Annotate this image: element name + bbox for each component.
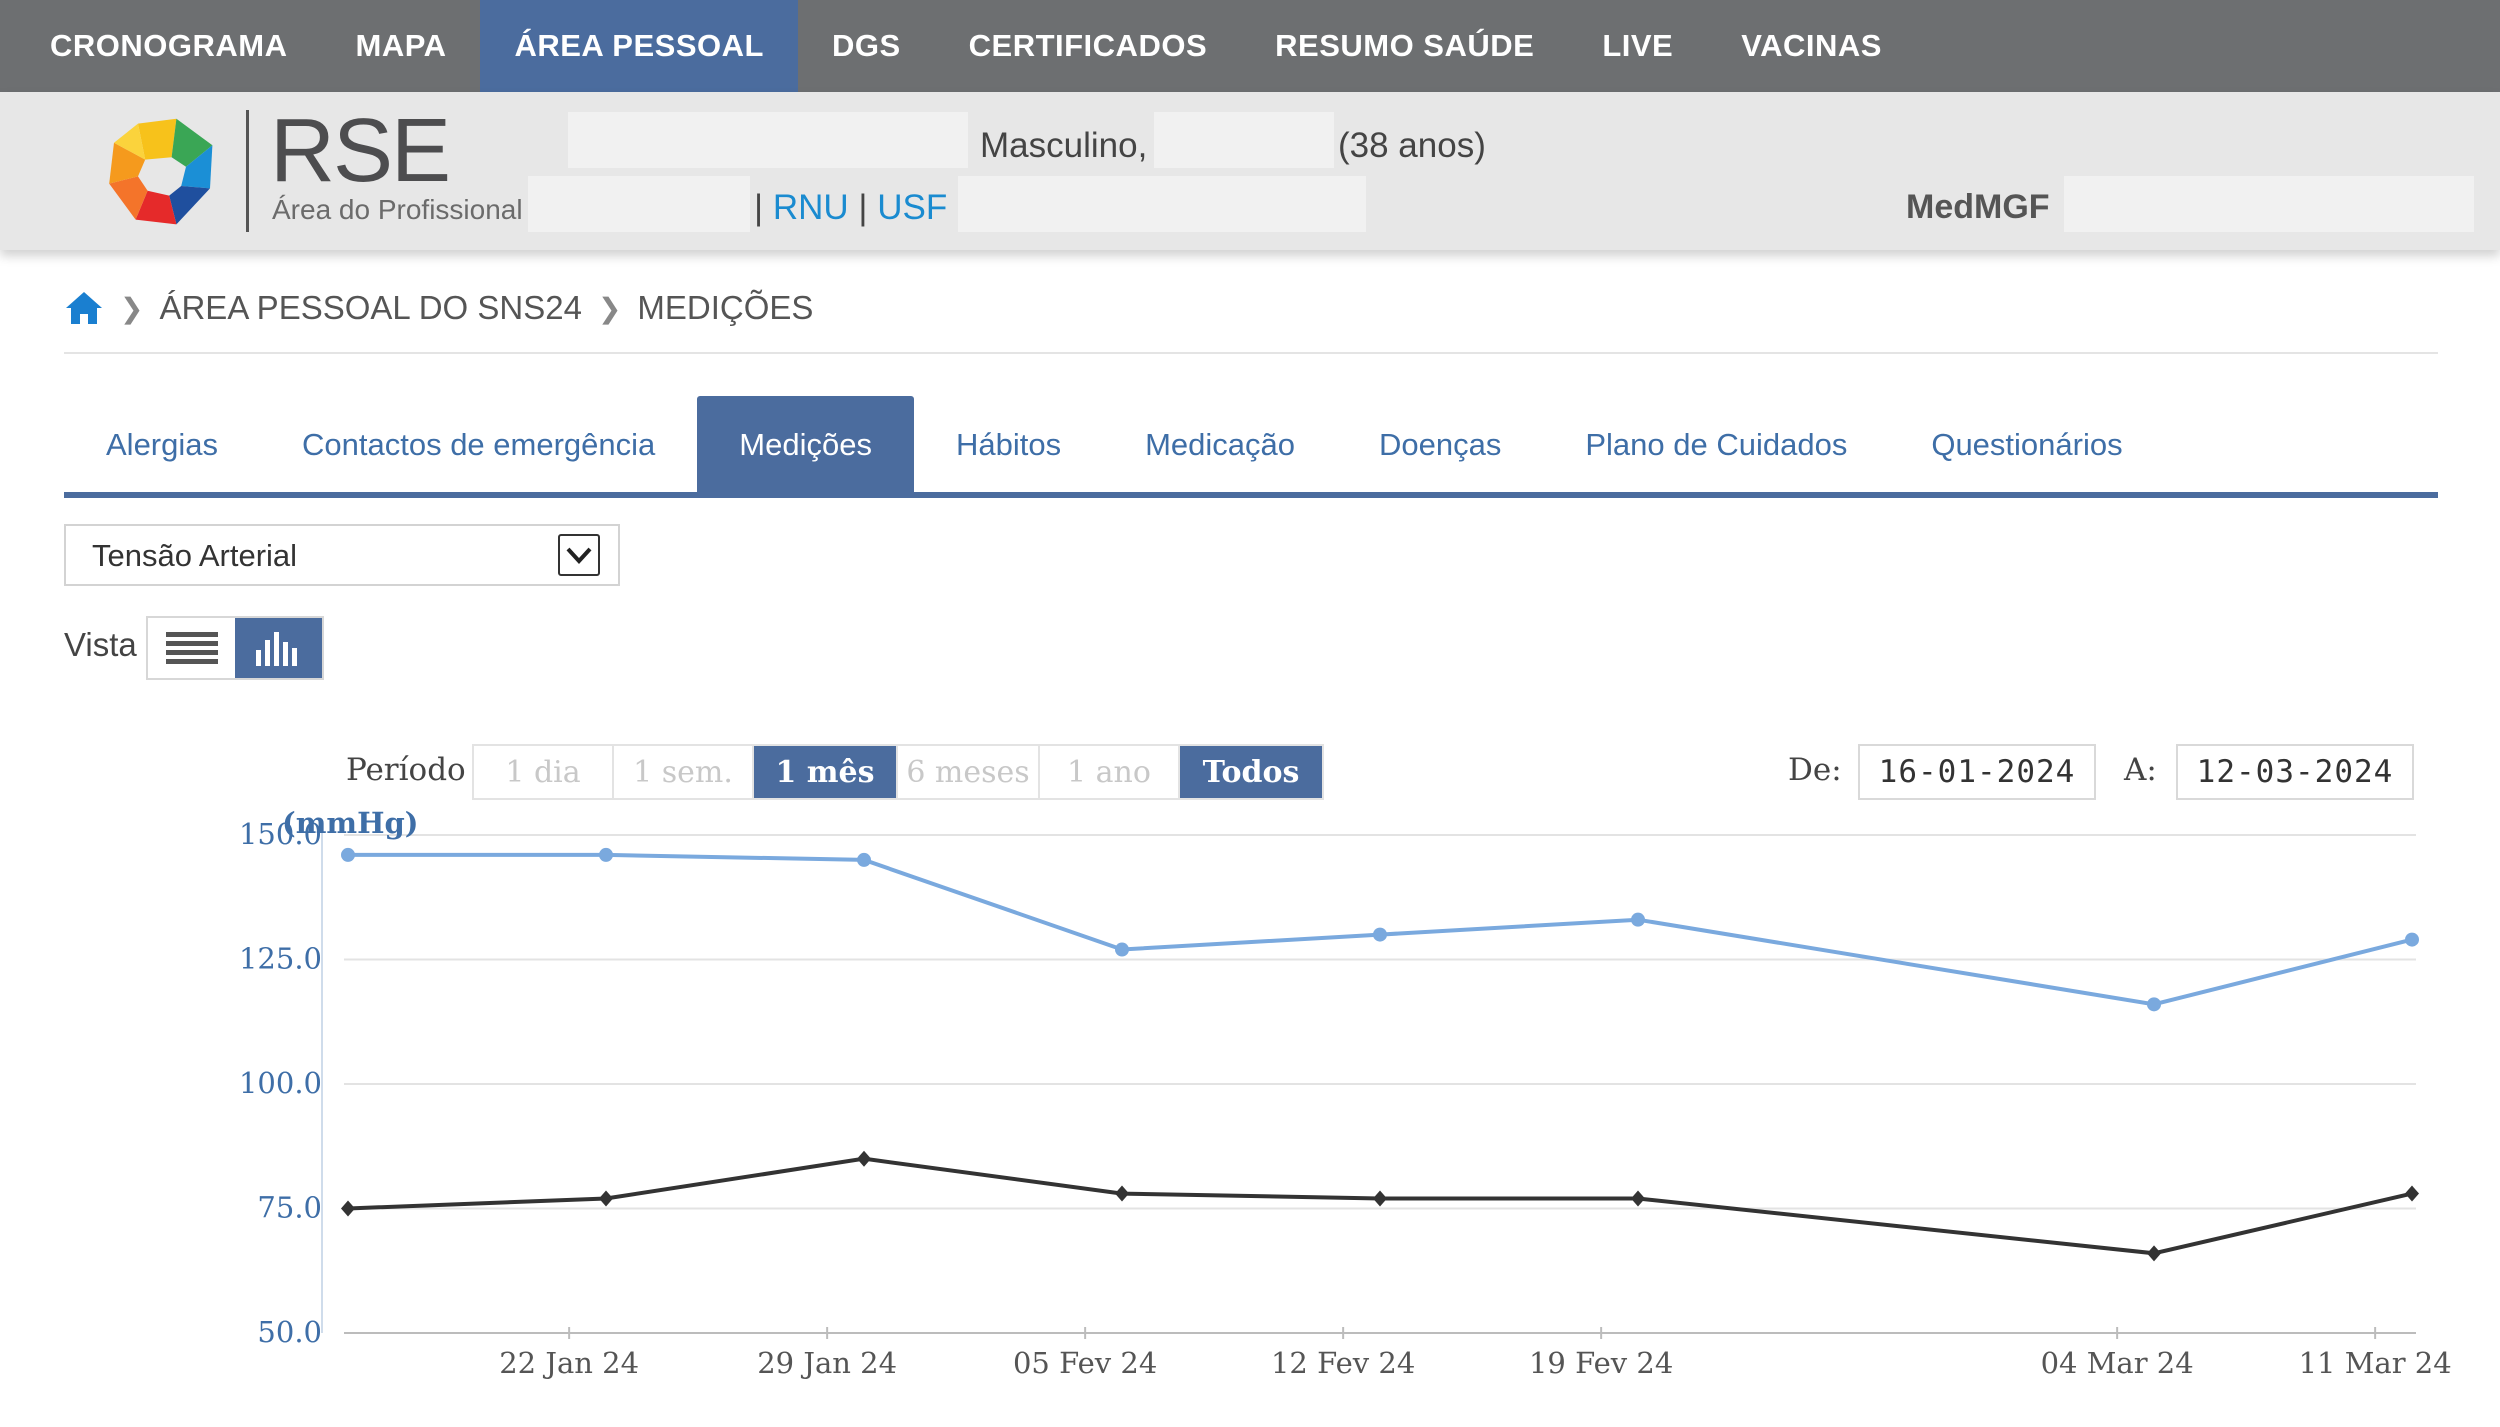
blood-pressure-chart: 50.0 75.0 100.0 125.0 150.0(mmHg) 22 Jan 24 29… — [239, 806, 2452, 1380]
data-point — [1373, 927, 1387, 942]
y-tick-label: 125.0 — [239, 942, 322, 976]
redacted-id — [528, 176, 750, 232]
nav-item-resumo-saude[interactable]: RESUMO SAÚDE — [1275, 28, 1535, 63]
profile-name: MedMGF — [1906, 188, 2050, 226]
list-icon — [165, 632, 218, 664]
patient-age: (38 anos) — [1338, 126, 1486, 165]
data-point — [857, 1150, 871, 1167]
rse-logo-icon — [109, 118, 213, 225]
tab-contactos-emergencia[interactable]: Contactos de emergência — [302, 427, 656, 462]
data-point — [1115, 1185, 1129, 1202]
x-tick-label: 22 Jan 24 — [499, 1346, 639, 1380]
series-line-1 — [347, 1156, 2413, 1256]
data-point — [2405, 932, 2419, 947]
y-tick-label: 75.0 — [257, 1191, 322, 1225]
nav-item-dgs[interactable]: DGS — [831, 28, 901, 63]
tab-medicoes[interactable]: Medições — [697, 396, 914, 494]
breadcrumb: ❯ ÁREA PESSOAL DO SNS24 ❯ MEDIÇÕES — [64, 288, 813, 328]
period-6-meses[interactable]: 6 meses — [898, 746, 1040, 798]
period-label: Período — [346, 752, 466, 788]
tab-alergias[interactable]: Alergias — [106, 427, 218, 462]
data-point — [2147, 997, 2161, 1012]
to-date-input[interactable]: 12-03-2024 — [2176, 744, 2414, 800]
redacted-profile — [2064, 176, 2474, 232]
data-point — [1373, 1190, 1387, 1207]
period-todos[interactable]: Todos — [1180, 746, 1322, 798]
nav-item-certificados[interactable]: CERTIFICADOS — [968, 28, 1208, 63]
data-point — [599, 1190, 613, 1207]
data-point — [1631, 912, 1645, 927]
x-tick-label: 12 Fev 24 — [1271, 1346, 1415, 1380]
nav-item-cronograma[interactable]: CRONOGRAMA — [50, 28, 288, 63]
y-tick-label: 150.0 — [239, 817, 322, 851]
nav-item-area-pessoal[interactable]: ÁREA PESSOAL — [480, 0, 798, 92]
x-tick-label: 29 Jan 24 — [757, 1346, 897, 1380]
x-tick-label: 11 Mar 24 — [2299, 1346, 2452, 1380]
data-point — [1115, 942, 1129, 957]
redacted-birthdate — [1154, 112, 1334, 168]
patient-header: RSE Área do Profissional Masculino, (38 … — [0, 92, 2500, 250]
data-point — [341, 847, 355, 862]
home-icon[interactable] — [64, 290, 104, 326]
series-line-0 — [348, 852, 2413, 1007]
measure-type-value: Tensão Arterial — [92, 538, 298, 573]
rnu-link[interactable]: RNU — [772, 188, 849, 227]
data-point — [341, 1200, 355, 1217]
from-date-label: De: — [1788, 752, 1842, 788]
view-label: Vista — [64, 626, 137, 663]
data-point — [2405, 1185, 2419, 1202]
period-1-dia[interactable]: 1 dia — [474, 746, 614, 798]
period-1-ano[interactable]: 1 ano — [1040, 746, 1180, 798]
chevron-right-icon: ❯ — [120, 292, 144, 324]
x-tick-label: 04 Mar 24 — [2041, 1346, 2194, 1380]
nav-item-live[interactable]: LIVE — [1602, 28, 1674, 63]
data-point — [599, 847, 613, 862]
logo-subtitle: Área do Profissional — [272, 194, 523, 225]
redacted-name — [568, 112, 968, 168]
tabs-underline — [64, 492, 2438, 498]
breadcrumb-area-pessoal[interactable]: ÁREA PESSOAL DO SNS24 — [159, 289, 582, 326]
view-toggle — [146, 616, 324, 680]
nav-item-mapa[interactable]: MAPA — [355, 28, 447, 63]
section-tabs: Alergias Contactos de emergência Mediçõe… — [64, 396, 2165, 494]
from-date-input[interactable]: 16-01-2024 — [1858, 744, 2096, 800]
x-tick-label: 19 Fev 24 — [1529, 1346, 1673, 1380]
measure-type-select[interactable]: Tensão Arterial — [64, 524, 620, 586]
chevron-down-icon[interactable] — [558, 534, 600, 576]
breadcrumb-medicoes: MEDIÇÕES — [637, 289, 814, 326]
period-1-semana[interactable]: 1 sem. — [614, 746, 754, 798]
data-point — [2147, 1245, 2161, 1262]
logo-divider — [246, 110, 249, 232]
tab-habitos[interactable]: Hábitos — [955, 427, 1062, 462]
logo-title: RSE — [270, 101, 451, 201]
chevron-right-icon: ❯ — [597, 292, 622, 324]
to-date-label: A: — [2124, 752, 2157, 788]
tab-medicacao[interactable]: Medicação — [1145, 427, 1295, 462]
patient-sex: Masculino, — [980, 126, 1148, 165]
nav-item-vacinas[interactable]: VACINAS — [1741, 28, 1882, 63]
data-point — [1631, 1190, 1645, 1207]
top-nav: CRONOGRAMA MAPA ÁREA PESSOAL DGS CERTIFI… — [0, 0, 2500, 92]
usf-link[interactable]: USF — [877, 188, 948, 227]
redacted-usf — [958, 176, 1366, 232]
y-tick-label: 100.0 — [239, 1066, 322, 1100]
list-view-button[interactable] — [148, 618, 235, 678]
chart-view-button[interactable] — [235, 618, 322, 678]
tab-questionarios[interactable]: Questionários — [1931, 427, 2123, 462]
bar-chart-icon — [255, 632, 297, 666]
tab-plano-cuidados[interactable]: Plano de Cuidados — [1585, 427, 1848, 462]
tab-doencas[interactable]: Doenças — [1378, 427, 1502, 462]
patient-links: | RNU | USF — [754, 188, 948, 227]
y-tick-label: 50.0 — [257, 1315, 322, 1349]
data-point — [857, 852, 871, 867]
breadcrumb-divider — [64, 352, 2438, 354]
period-selector: 1 dia 1 sem. 1 mês 6 meses 1 ano Todos — [472, 744, 1324, 800]
y-axis-unit: (mmHg) — [282, 806, 419, 840]
period-1-mes[interactable]: 1 mês — [754, 746, 898, 798]
x-tick-label: 05 Fev 24 — [1013, 1346, 1157, 1380]
